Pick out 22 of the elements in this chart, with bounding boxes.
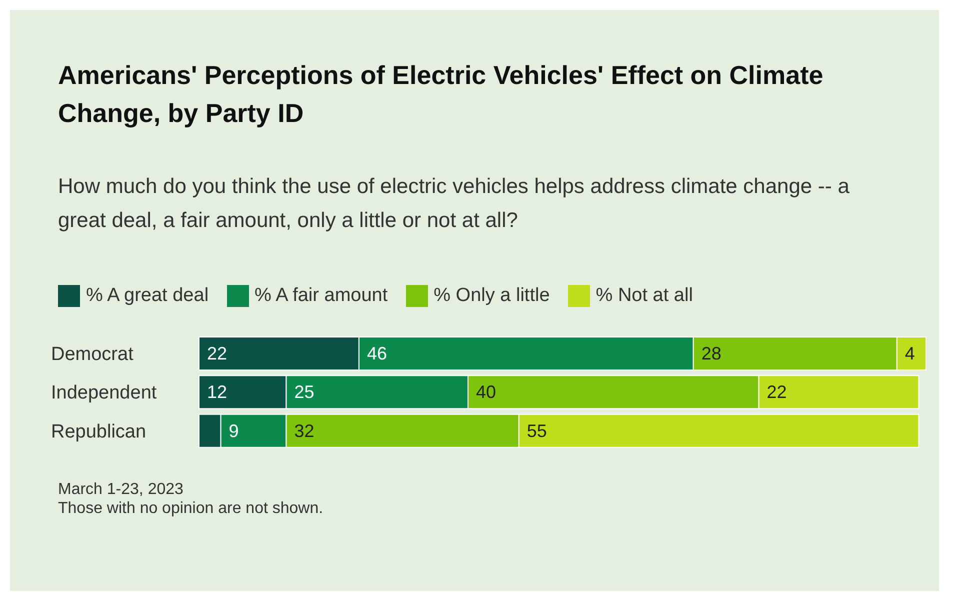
y-tick-label: Independent — [51, 382, 158, 404]
text: Those with no opinion are not shown. — [58, 499, 324, 518]
data-label: 55 — [526, 420, 547, 441]
text: March 1-23, 2023 — [58, 480, 184, 499]
data-label: 32 — [294, 420, 314, 441]
data-label: 22 — [766, 382, 787, 402]
data-label: 22 — [207, 344, 228, 364]
data-label: 12 — [207, 382, 228, 402]
y-tick-label: Republican — [51, 421, 146, 442]
legend-label: % Only a little — [434, 285, 550, 307]
chart-title: Americans' Perceptions of Electric Vehicles' Effect on Climate Change, by Party ID — [58, 59, 824, 130]
legend-label: % A great deal — [86, 285, 209, 307]
data-label: 4 — [904, 344, 915, 364]
chart-subtitle: How much do you think the use of electric vehicles helps address climate change -- a great deal, a fair amount, only a little or not at all? — [58, 174, 850, 234]
y-tick-label: Democrat — [51, 344, 134, 366]
data-label: 28 — [701, 344, 722, 364]
data-label: 9 — [228, 420, 239, 441]
data-label: 40 — [476, 382, 496, 402]
data-label: 25 — [294, 382, 314, 402]
data-label: 46 — [366, 344, 387, 364]
legend-label: % Not at all — [596, 285, 693, 307]
legend-label: % A fair amount — [254, 285, 388, 307]
